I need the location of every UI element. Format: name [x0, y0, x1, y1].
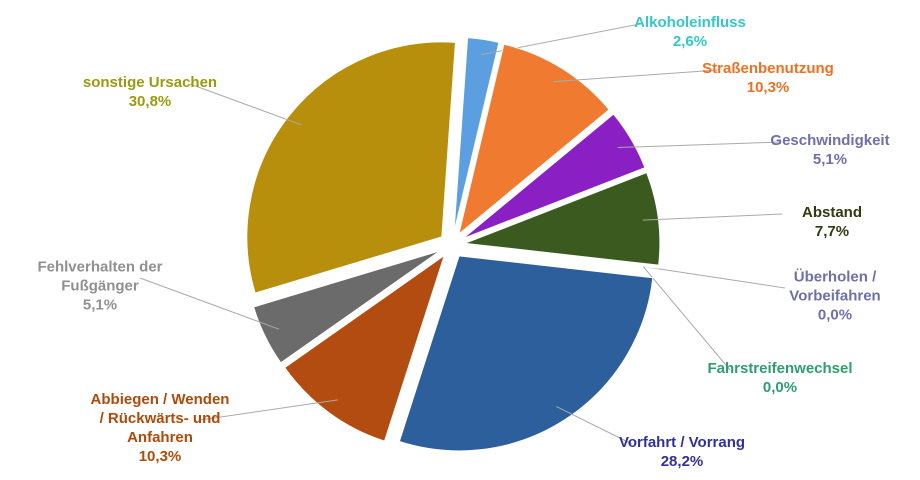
- category-label: Fahrstreifenwechsel: [707, 360, 853, 377]
- slice-label: Alkoholeinfluss 2,6%: [634, 13, 746, 51]
- slice-label: sonstige Ursachen 30,8%: [83, 73, 217, 111]
- value-label: 5,1%: [82, 296, 118, 314]
- leader-line: [189, 83, 302, 126]
- value-label: 28,2%: [660, 453, 704, 470]
- slice-label: Vorfahrt / Vorrang 28,2%: [619, 433, 745, 471]
- pie-slice: [246, 41, 456, 294]
- value-label: 2,6%: [672, 33, 708, 50]
- value-label: 7,7%: [814, 223, 850, 240]
- slice-label: Fehlverhalten der Fußgänger 5,1%: [37, 258, 162, 315]
- slice-label: Straßenbenutzung 10,3%: [702, 59, 834, 97]
- leader-line: [642, 266, 731, 371]
- pie-slice: [284, 254, 446, 442]
- pie-slice: [398, 255, 654, 452]
- category-label: Straßenbenutzung: [702, 60, 834, 77]
- slice-label: Geschwindigkeit 5,1%: [770, 131, 889, 169]
- leader-line: [617, 141, 781, 149]
- category-label: Alkoholeinfluss: [634, 14, 746, 31]
- slice-label: Abstand 7,7%: [802, 203, 862, 241]
- value-label: 0,0%: [817, 306, 853, 324]
- pie-slice: [453, 37, 500, 233]
- leader-line: [642, 213, 783, 221]
- value-label: 10,3%: [746, 79, 790, 96]
- value-label: 10,3%: [138, 448, 182, 465]
- value-label: 0,0%: [762, 379, 798, 396]
- value-label: 5,1%: [812, 151, 848, 168]
- category-label: sonstige Ursachen: [82, 74, 218, 91]
- pie-slice: [458, 43, 610, 236]
- slice-label: Überholen / Vorbeifahren 0,0%: [789, 268, 880, 325]
- category-label: Geschwindigkeit: [770, 132, 890, 149]
- pie-slice: [464, 171, 661, 266]
- leader-line: [556, 406, 633, 445]
- category-label: Vorfahrt / Vorrang: [618, 434, 746, 451]
- pie-slice: [252, 250, 441, 364]
- pie-slice: [462, 113, 646, 239]
- category-label: Abbiegen / Wenden / Rückwärts- und Anfah…: [90, 391, 230, 446]
- leader-line: [139, 277, 280, 330]
- category-label: Abstand: [802, 204, 862, 221]
- slice-label: Abbiegen / Wenden / Rückwärts- und Anfah…: [91, 390, 230, 466]
- leader-line: [199, 399, 338, 421]
- category-label: Überholen / Vorbeifahren: [789, 268, 881, 305]
- value-label: 30,8%: [128, 93, 172, 110]
- leader-line: [553, 69, 719, 83]
- category-label: Fehlverhalten der Fußgänger: [37, 258, 163, 295]
- slice-label: Fahrstreifenwechsel 0,0%: [707, 359, 852, 397]
- leader-line: [643, 266, 786, 289]
